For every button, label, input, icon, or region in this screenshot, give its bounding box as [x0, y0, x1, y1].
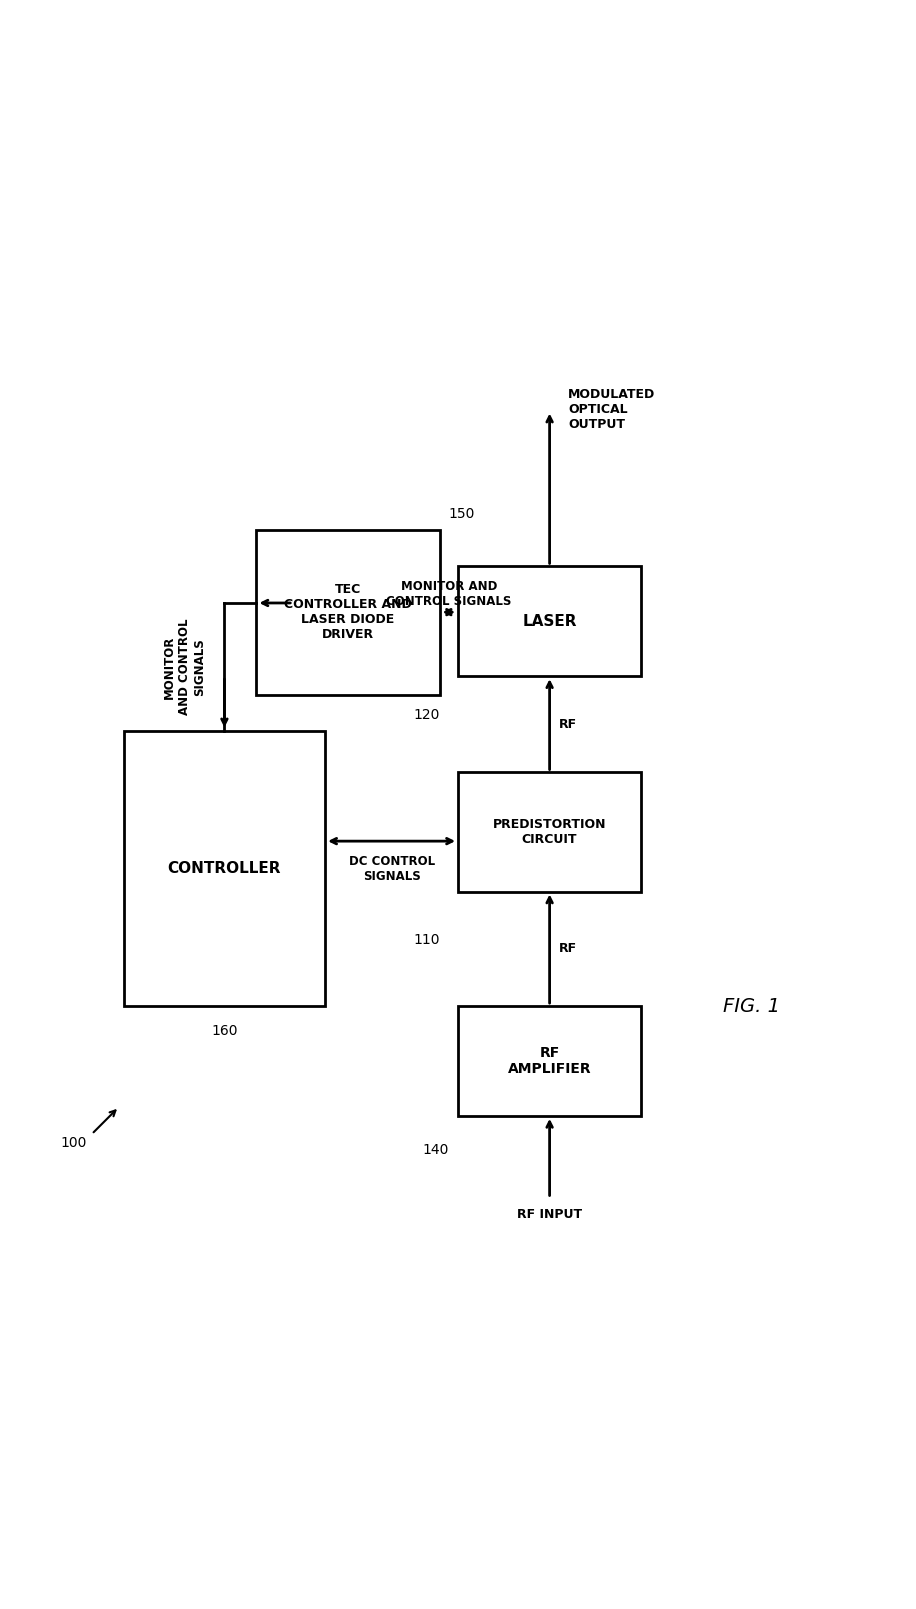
- Text: 150: 150: [449, 507, 475, 521]
- Text: RF INPUT: RF INPUT: [517, 1207, 583, 1221]
- Bar: [124, 730, 325, 1006]
- Text: DC CONTROL
SIGNALS: DC CONTROL SIGNALS: [348, 854, 435, 883]
- Text: RF
AMPLIFIER: RF AMPLIFIER: [507, 1046, 592, 1076]
- Bar: [458, 566, 641, 676]
- Text: MONITOR
AND CONTROL
SIGNALS: MONITOR AND CONTROL SIGNALS: [163, 619, 206, 716]
- Text: 140: 140: [422, 1144, 449, 1157]
- Bar: [458, 1006, 641, 1117]
- Text: RF: RF: [559, 718, 577, 730]
- Text: LASER: LASER: [522, 613, 577, 629]
- Text: MONITOR AND
CONTROL SIGNALS: MONITOR AND CONTROL SIGNALS: [387, 579, 511, 608]
- Text: MODULATED
OPTICAL
OUTPUT: MODULATED OPTICAL OUTPUT: [568, 388, 655, 431]
- Text: 100: 100: [60, 1136, 86, 1150]
- Text: TEC
CONTROLLER AND
LASER DIODE
DRIVER: TEC CONTROLLER AND LASER DIODE DRIVER: [284, 582, 412, 640]
- Bar: [256, 529, 440, 695]
- Bar: [458, 772, 641, 891]
- Text: 160: 160: [212, 1025, 237, 1038]
- Text: RF: RF: [559, 943, 577, 956]
- Text: 120: 120: [413, 708, 440, 722]
- Text: 110: 110: [413, 933, 440, 946]
- Text: FIG. 1: FIG. 1: [723, 996, 780, 1015]
- Text: CONTROLLER: CONTROLLER: [168, 861, 281, 877]
- Text: PREDISTORTION
CIRCUIT: PREDISTORTION CIRCUIT: [493, 817, 606, 846]
